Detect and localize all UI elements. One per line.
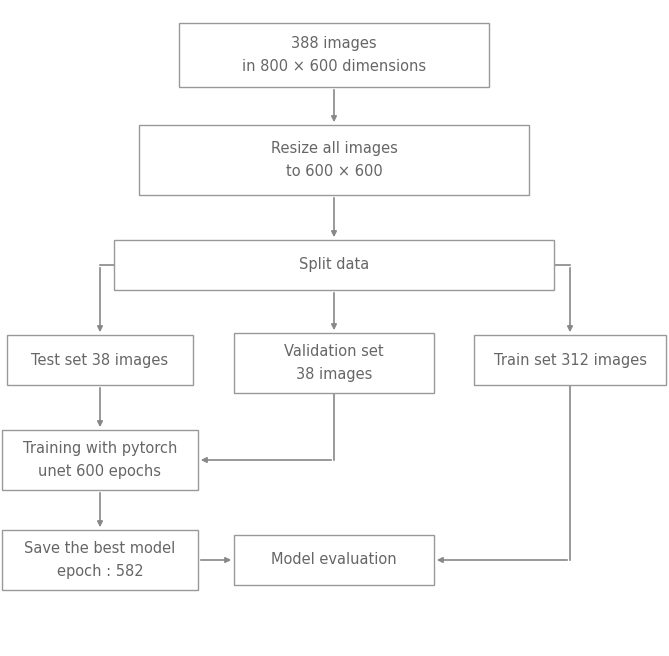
Bar: [2, 530, 198, 590]
Text: Test set 38 images: Test set 38 images: [31, 352, 169, 367]
Bar: [234, 333, 434, 393]
Text: Save the best model
epoch : 582: Save the best model epoch : 582: [24, 541, 176, 579]
Bar: [474, 335, 666, 385]
Text: Training with pytorch
unet 600 epochs: Training with pytorch unet 600 epochs: [23, 441, 177, 479]
Bar: [114, 240, 554, 290]
Text: Resize all images
to 600 × 600: Resize all images to 600 × 600: [270, 142, 397, 178]
Bar: [139, 125, 529, 195]
Text: Train set 312 images: Train set 312 images: [494, 352, 646, 367]
Bar: [2, 430, 198, 490]
Text: Validation set
38 images: Validation set 38 images: [284, 344, 384, 382]
Bar: [7, 335, 193, 385]
Bar: [179, 23, 489, 87]
Bar: [234, 535, 434, 585]
Text: 388 images
in 800 × 600 dimensions: 388 images in 800 × 600 dimensions: [242, 36, 426, 73]
Text: Split data: Split data: [299, 258, 369, 272]
Text: Model evaluation: Model evaluation: [271, 552, 397, 567]
